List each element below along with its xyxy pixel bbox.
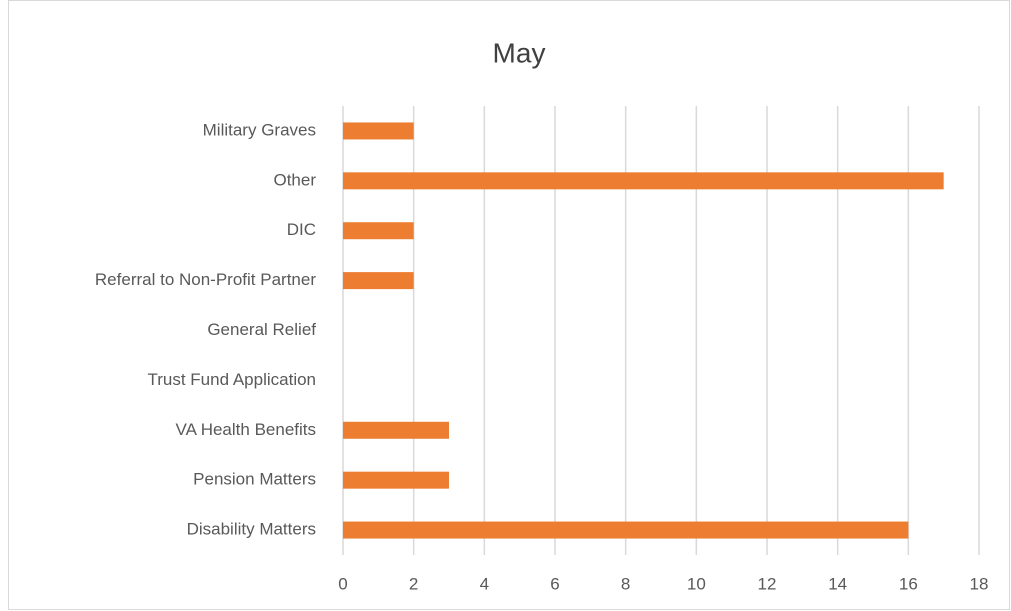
y-tick-label: Disability Matters (187, 520, 316, 539)
x-tick-label: 16 (899, 574, 918, 593)
x-tick-label: 14 (828, 574, 847, 593)
x-tick-label: 0 (338, 574, 347, 593)
y-tick-label: DIC (287, 220, 316, 239)
y-tick-label: VA Health Benefits (176, 420, 317, 439)
y-tick-label: Other (273, 170, 316, 189)
x-tick-label: 10 (687, 574, 706, 593)
bar (343, 272, 414, 290)
bar (343, 222, 414, 240)
x-tick-label: 2 (409, 574, 418, 593)
chart-border (8, 0, 1010, 610)
x-tick-label: 8 (621, 574, 630, 593)
y-tick-label: Referral to Non-Profit Partner (95, 270, 316, 289)
bar (343, 421, 449, 439)
x-tick-label: 6 (550, 574, 559, 593)
bar (343, 521, 909, 539)
chart-title: May (493, 37, 546, 68)
y-tick-label: General Relief (207, 320, 316, 339)
bar (343, 172, 944, 190)
x-tick-label: 12 (758, 574, 777, 593)
x-tick-label: 4 (480, 574, 489, 593)
y-tick-label: Pension Matters (193, 470, 316, 489)
y-tick-label: Trust Fund Application (147, 370, 316, 389)
x-tick-label: 18 (970, 574, 989, 593)
bar (343, 122, 414, 140)
bar (343, 471, 449, 489)
y-tick-label: Military Graves (203, 120, 316, 139)
